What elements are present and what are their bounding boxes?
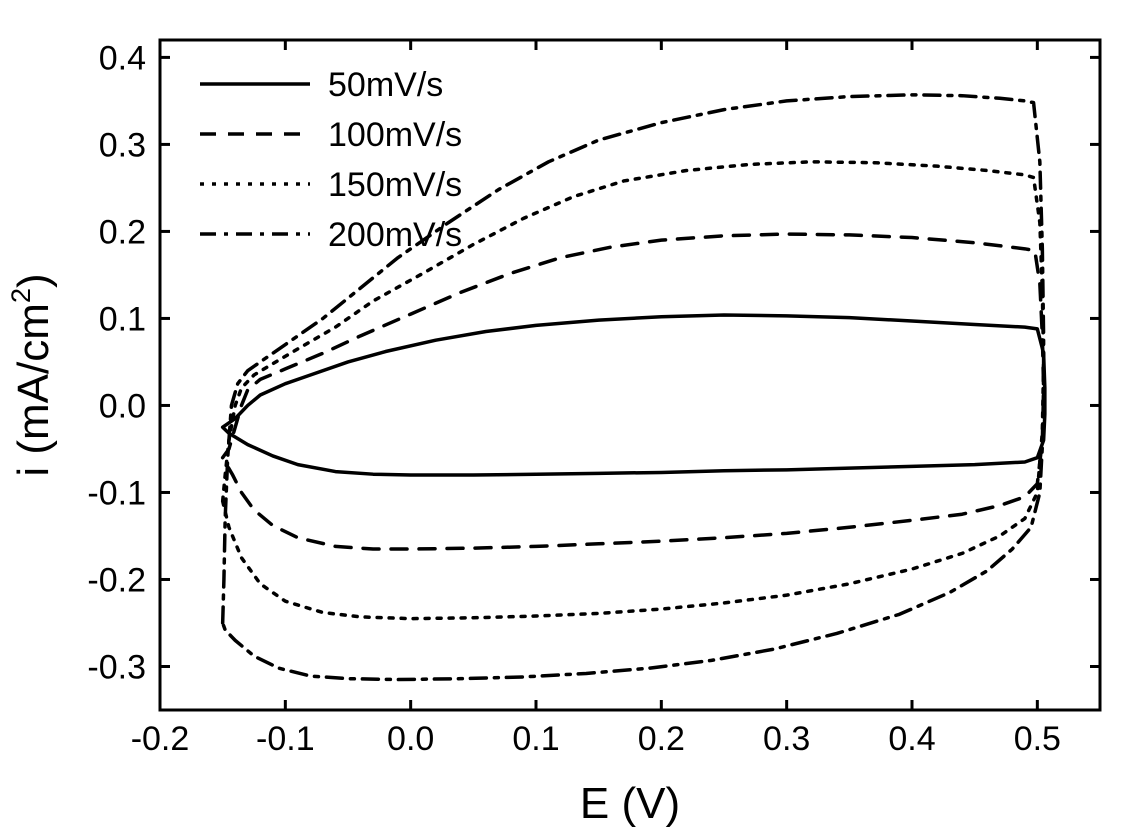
legend-label: 100mV/s: [328, 116, 462, 154]
y-tick-label: 0.4: [99, 39, 146, 77]
series-100mV/s: [223, 234, 1044, 549]
x-tick-label: 0.0: [387, 720, 434, 758]
x-tick-label: -0.1: [256, 720, 315, 758]
x-tick-label: -0.2: [131, 720, 190, 758]
x-tick-label: 0.5: [1014, 720, 1061, 758]
y-tick-label: 0.3: [99, 126, 146, 164]
legend-label: 50mV/s: [328, 66, 443, 104]
cv-chart: -0.2 -0.1 0.0 0.1 0.2 0.3 0.4 0.5 -0.3 -0.2 -0.1 0.…: [0, 0, 1131, 839]
y-axis-label: i (mA/cm2): [5, 273, 58, 476]
y-tick-label: 0.1: [99, 300, 146, 338]
y-tick-label: 0.2: [99, 213, 146, 251]
y-tick-label: 0.0: [99, 387, 146, 425]
y-tick-label: -0.2: [87, 561, 146, 599]
x-axis-label: E (V): [580, 779, 680, 828]
x-tick-label: 0.3: [763, 720, 810, 758]
y-tick-label: -0.3: [87, 648, 146, 686]
legend-label: 150mV/s: [328, 166, 462, 204]
series-50mV/s: [223, 315, 1045, 475]
x-tick-label: 0.1: [512, 720, 559, 758]
legend-label: 200mV/s: [328, 216, 462, 254]
chart-svg: -0.2 -0.1 0.0 0.1 0.2 0.3 0.4 0.5 -0.3 -0.2 -0.1 0.…: [0, 0, 1131, 839]
x-tick-label: 0.4: [888, 720, 935, 758]
y-tick-label: -0.1: [87, 474, 146, 512]
x-tick-label: 0.2: [638, 720, 685, 758]
